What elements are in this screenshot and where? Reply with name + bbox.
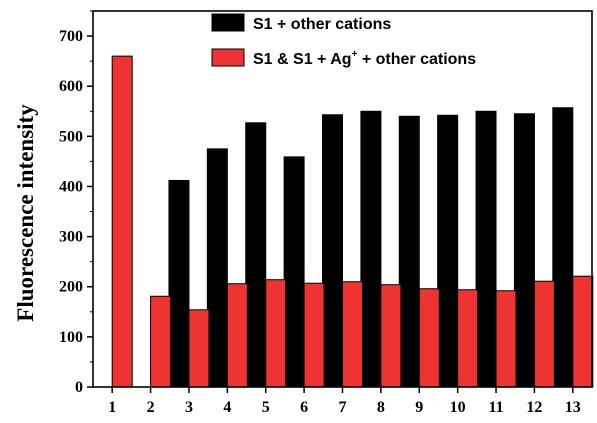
legend-label-part-before: S1 & S1 + Ag xyxy=(253,51,352,68)
bar-series-1-cat-9 xyxy=(398,115,420,388)
x-tick-label-6: 6 xyxy=(300,399,308,416)
legend-label-superscript: + xyxy=(352,49,358,60)
bar-series-2-cat-1 xyxy=(111,55,133,388)
bar-series-1-cat-7 xyxy=(322,114,343,388)
x-tick-label-12: 12 xyxy=(526,399,542,416)
x-tick-label-11: 11 xyxy=(488,399,503,416)
bar-series-1-cat-5 xyxy=(245,122,267,388)
bar-series-1-cat-8 xyxy=(360,110,382,388)
bar-series-1-cat-11 xyxy=(475,110,497,388)
x-tick-label-2: 2 xyxy=(147,399,155,416)
x-tick-label-10: 10 xyxy=(450,399,466,416)
legend-label-s1-ag-other-cations: S1 & S1 + Ag+ + other cations xyxy=(253,49,476,68)
bar-series-2-cat-13 xyxy=(572,275,594,388)
bar-series-2-cat-8 xyxy=(380,284,402,388)
legend: S1 + other cations S1 & S1 + Ag+ + other… xyxy=(211,13,476,68)
bar-series-1-cat-3 xyxy=(168,179,190,388)
legend-swatch-s1-other-cations xyxy=(211,13,245,32)
y-tick-label-200: 200 xyxy=(59,279,83,296)
y-tick-label-600: 600 xyxy=(59,78,83,95)
bar-series-2-cat-7 xyxy=(342,281,363,388)
y-tick-label-400: 400 xyxy=(59,178,83,195)
x-tick-label-8: 8 xyxy=(377,399,385,416)
legend-label-s1-other-cations: S1 + other cations xyxy=(253,16,391,33)
x-ticks-group: 1 2 3 4 5 6 7 8 9 10 11 12 13 xyxy=(108,387,581,416)
bar-series-1-cat-12 xyxy=(513,113,535,388)
bar-series-1-cat-6 xyxy=(283,156,305,388)
bar-series-2-cat-2 xyxy=(150,295,172,388)
y-axis-title: Fluorescence intensity xyxy=(13,104,38,322)
y-tick-label-500: 500 xyxy=(59,128,83,145)
y-ticks-group: 0 100 200 300 400 500 600 700 xyxy=(59,10,93,396)
x-tick-label-3: 3 xyxy=(185,399,193,416)
bar-series-2-cat-11 xyxy=(495,290,517,388)
y-tick-label-0: 0 xyxy=(75,379,83,396)
bar-series-1-cat-4 xyxy=(206,148,228,388)
x-tick-label-5: 5 xyxy=(262,399,270,416)
bar-series-2-cat-12 xyxy=(533,280,555,388)
x-tick-label-1: 1 xyxy=(108,399,116,416)
legend-label-part-after: + other cations xyxy=(357,51,476,68)
x-tick-label-9: 9 xyxy=(415,399,423,416)
bar-series-1-cat-13 xyxy=(552,107,574,388)
y-tick-label-300: 300 xyxy=(59,229,83,246)
bar-series-2-cat-5 xyxy=(265,279,287,388)
bar-series-2-cat-4 xyxy=(226,283,248,388)
bar-series-2-cat-3 xyxy=(188,309,210,388)
y-tick-label-100: 100 xyxy=(59,329,83,346)
bar-series-2-cat-9 xyxy=(418,288,440,388)
x-tick-label-13: 13 xyxy=(565,399,581,416)
x-tick-label-4: 4 xyxy=(223,399,231,416)
bar-series-1-cat-10 xyxy=(437,114,459,388)
bars-group xyxy=(111,55,594,388)
y-tick-label-700: 700 xyxy=(59,28,83,45)
bar-series-2-cat-10 xyxy=(457,289,479,388)
bar-series-2-cat-6 xyxy=(303,282,325,388)
legend-swatch-s1-ag-other-cations xyxy=(211,48,245,67)
x-tick-label-7: 7 xyxy=(339,399,347,416)
